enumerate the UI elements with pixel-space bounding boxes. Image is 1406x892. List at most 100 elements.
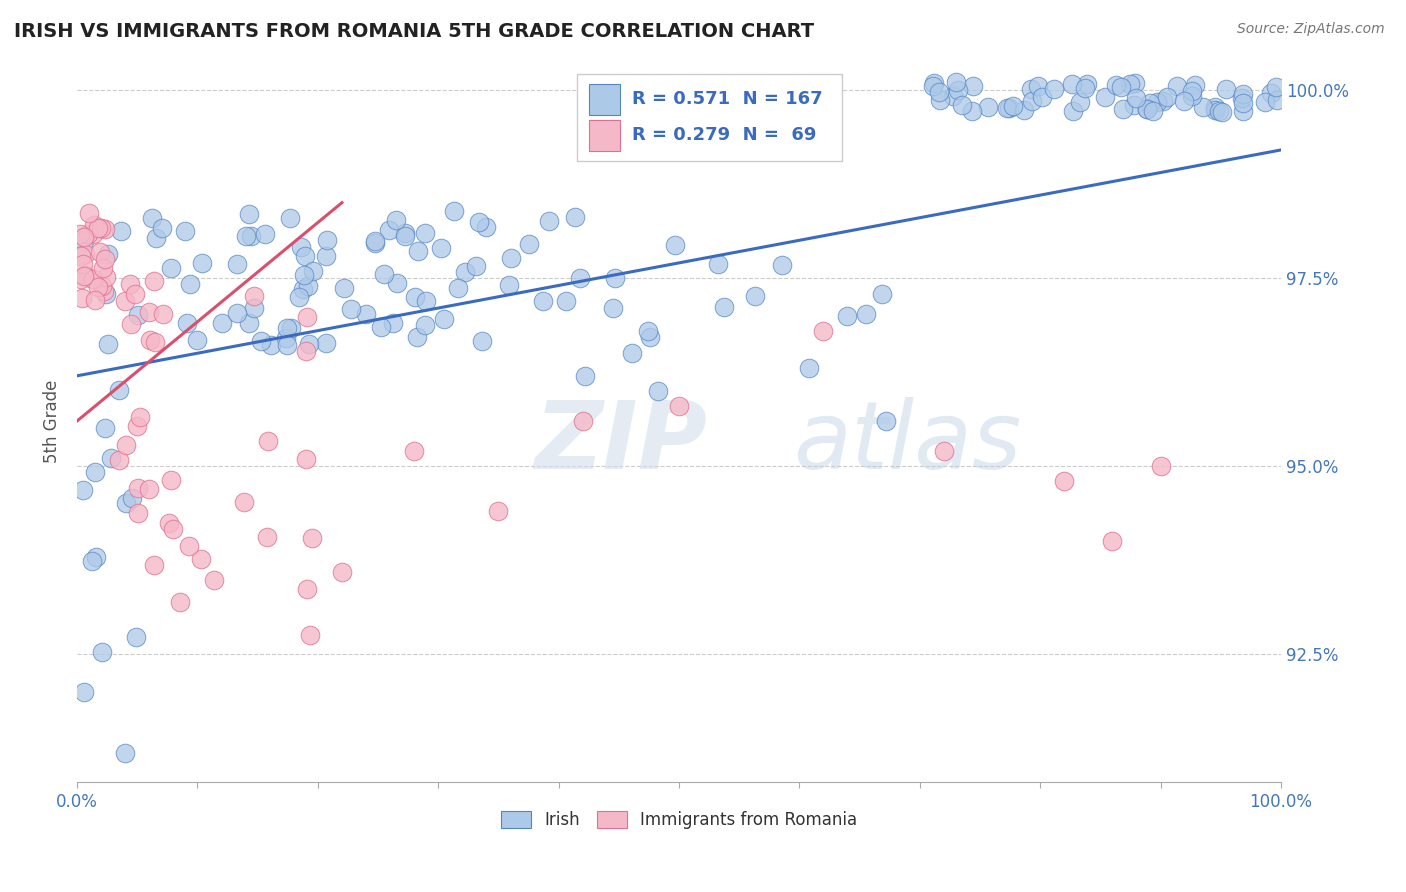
Point: [114, 746, 136, 760]
Point: [1139, 96, 1161, 111]
Point: [73, 685, 96, 699]
Text: R = 0.571  N = 167: R = 0.571 N = 167: [633, 90, 823, 108]
Point: [1204, 103, 1226, 117]
Point: [1019, 82, 1042, 96]
Point: [238, 316, 260, 330]
Point: [1060, 77, 1083, 91]
Point: [574, 368, 596, 383]
Point: [870, 286, 893, 301]
Point: [276, 337, 298, 351]
Point: [294, 344, 316, 359]
Point: [211, 316, 233, 330]
Point: [235, 229, 257, 244]
Text: atlas: atlas: [793, 397, 1022, 488]
Point: [770, 258, 793, 272]
Point: [315, 233, 337, 247]
Point: [538, 213, 561, 227]
Point: [929, 93, 952, 107]
Point: [713, 300, 735, 314]
Point: [82, 227, 104, 241]
Point: [1074, 80, 1097, 95]
Point: [605, 270, 627, 285]
Point: [139, 334, 162, 348]
Point: [370, 320, 392, 334]
Point: [1142, 103, 1164, 118]
FancyBboxPatch shape: [576, 74, 842, 161]
Point: [301, 264, 323, 278]
Point: [77, 227, 100, 241]
Point: [1254, 95, 1277, 110]
Text: Source: ZipAtlas.com: Source: ZipAtlas.com: [1237, 22, 1385, 37]
Point: [93, 284, 115, 298]
Point: [356, 308, 378, 322]
Point: [129, 410, 152, 425]
Point: [72, 291, 94, 305]
Point: [1181, 84, 1204, 98]
Point: [298, 628, 321, 642]
Point: [433, 312, 456, 326]
Point: [488, 504, 510, 518]
Point: [1232, 87, 1254, 101]
Point: [568, 271, 591, 285]
Point: [404, 444, 426, 458]
Point: [159, 260, 181, 275]
Point: [256, 530, 278, 544]
Point: [408, 244, 430, 259]
Point: [1136, 102, 1159, 116]
Point: [239, 228, 262, 243]
Point: [90, 645, 112, 659]
Point: [84, 465, 107, 479]
Point: [406, 330, 429, 344]
Point: [602, 301, 624, 316]
Point: [97, 336, 120, 351]
Point: [120, 317, 142, 331]
Point: [295, 310, 318, 325]
Point: [143, 334, 166, 349]
Point: [1136, 102, 1159, 116]
Point: [84, 549, 107, 564]
Point: [1026, 79, 1049, 94]
Point: [945, 75, 967, 89]
Point: [226, 257, 249, 271]
Point: [813, 324, 835, 338]
Point: [942, 89, 965, 103]
Point: [107, 383, 129, 397]
Point: [94, 252, 117, 266]
Point: [294, 451, 316, 466]
Point: [404, 290, 426, 304]
Point: [837, 309, 859, 323]
Point: [94, 270, 117, 285]
Point: [928, 85, 950, 99]
Point: [83, 219, 105, 233]
Point: [280, 321, 302, 335]
Point: [621, 346, 644, 360]
Point: [1109, 80, 1132, 95]
Point: [1181, 89, 1204, 103]
Point: [333, 281, 356, 295]
Point: [80, 554, 103, 568]
Point: [1111, 103, 1133, 117]
Point: [1105, 78, 1128, 93]
Point: [121, 491, 143, 505]
Point: [73, 235, 96, 249]
Point: [668, 399, 690, 413]
Point: [162, 522, 184, 536]
Point: [315, 249, 337, 263]
Point: [160, 473, 183, 487]
Point: [1264, 80, 1286, 95]
Point: [138, 482, 160, 496]
Point: [232, 495, 254, 509]
Point: [744, 288, 766, 302]
Point: [176, 317, 198, 331]
Point: [377, 222, 399, 236]
Point: [415, 293, 437, 308]
Point: [1173, 94, 1195, 108]
Point: [453, 265, 475, 279]
Point: [288, 290, 311, 304]
Point: [564, 211, 586, 225]
Point: [946, 83, 969, 97]
Point: [179, 277, 201, 291]
Point: [1156, 89, 1178, 103]
Point: [143, 274, 166, 288]
Point: [330, 565, 353, 579]
